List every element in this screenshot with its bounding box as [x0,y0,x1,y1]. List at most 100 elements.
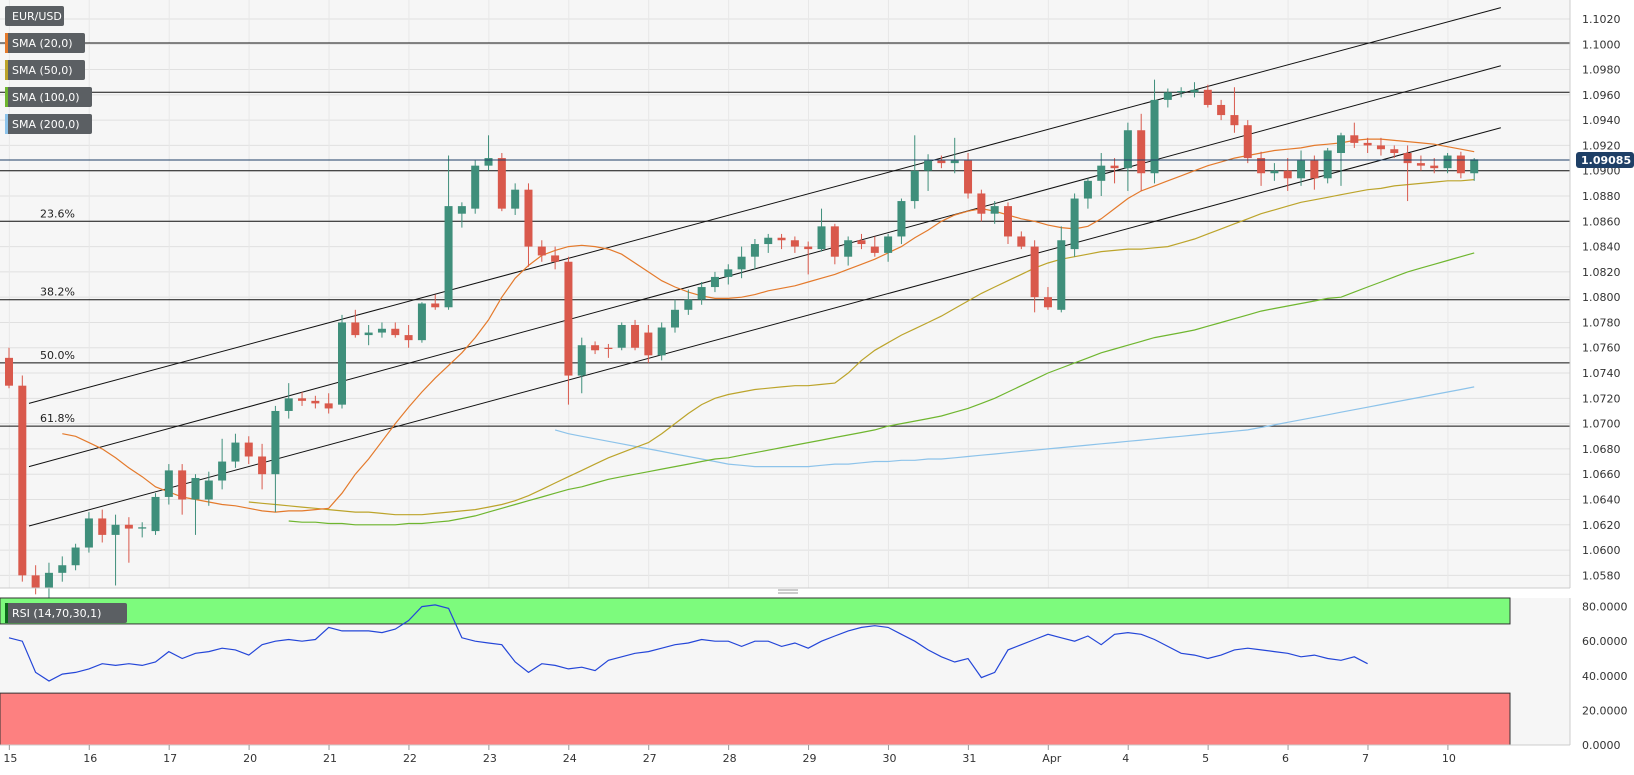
candle[interactable] [351,309,360,338]
candle[interactable] [564,256,573,405]
candle[interactable] [617,322,626,351]
candle[interactable] [644,324,653,363]
candle[interactable] [1430,158,1439,174]
candle[interactable] [231,433,240,468]
candle[interactable] [1297,150,1306,186]
candle[interactable] [84,512,93,553]
candle[interactable] [657,322,666,361]
candle[interactable] [5,347,13,389]
candle[interactable] [1363,137,1372,154]
candle[interactable] [111,514,120,586]
candle[interactable] [724,264,733,285]
candle[interactable] [31,565,40,595]
candle[interactable] [1163,88,1172,108]
candle[interactable] [457,202,466,228]
candle[interactable] [324,393,333,414]
candle[interactable] [71,543,80,571]
candle[interactable] [377,322,386,338]
candle[interactable] [284,383,293,419]
candle[interactable] [164,464,173,505]
candle[interactable] [1270,163,1279,181]
candle[interactable] [990,201,999,224]
candle[interactable] [471,160,480,214]
candle[interactable] [18,375,27,582]
candle[interactable] [551,246,560,270]
candle[interactable] [1403,145,1412,202]
candle[interactable] [937,155,946,169]
candle[interactable] [311,395,320,409]
candle[interactable] [631,319,640,351]
candle[interactable] [1416,155,1425,171]
candle[interactable] [764,233,773,253]
candle[interactable] [1030,240,1039,313]
candle[interactable] [577,337,586,394]
candle[interactable] [697,281,706,305]
candle[interactable] [524,183,533,267]
candle[interactable] [1137,113,1146,191]
candle[interactable] [857,233,866,250]
candle[interactable] [1230,87,1239,133]
candle[interactable] [804,241,813,275]
candle[interactable] [1043,287,1052,310]
candle[interactable] [1057,226,1066,313]
trend-channel-line[interactable] [28,7,1501,404]
candle[interactable] [817,208,826,252]
candle[interactable] [1177,87,1186,98]
candle[interactable] [151,493,160,535]
candle[interactable] [884,233,893,262]
candle[interactable] [750,238,759,270]
candle[interactable] [1350,122,1359,148]
rsi-legend-item[interactable]: RSI (14,70,30,1) [5,603,127,623]
candle[interactable] [830,223,839,265]
candle[interactable] [124,517,133,563]
candle[interactable] [1323,147,1332,184]
candle[interactable] [684,289,693,315]
candle[interactable] [790,236,799,253]
candle[interactable] [537,240,546,262]
candle[interactable] [191,474,200,535]
candle[interactable] [1257,151,1266,186]
candle[interactable] [258,443,267,490]
candle[interactable] [178,464,187,515]
candle[interactable] [737,246,746,279]
candle[interactable] [1203,84,1212,108]
candle[interactable] [138,522,147,538]
candle[interactable] [1070,193,1079,257]
candle[interactable] [977,189,986,222]
legend-item[interactable]: SMA (200,0) [5,114,92,134]
candle[interactable] [950,137,959,174]
candle[interactable] [1083,178,1092,209]
candle[interactable] [391,322,400,338]
candle[interactable] [897,198,906,245]
candle[interactable] [1150,79,1159,184]
candle[interactable] [1190,82,1199,98]
candle[interactable] [497,153,506,212]
candle[interactable] [710,271,719,293]
candle[interactable] [1310,155,1319,190]
candle[interactable] [298,392,307,406]
candle[interactable] [444,155,453,310]
candle[interactable] [98,509,107,543]
candle[interactable] [204,471,213,506]
legend-item[interactable]: SMA (100,0) [5,87,92,107]
candle[interactable] [1004,202,1012,245]
candle[interactable] [1110,158,1119,184]
legend-item[interactable]: EUR/USD [5,6,64,26]
trend-channel-line[interactable] [28,65,1501,468]
legend-item[interactable]: SMA (20,0) [5,33,85,53]
candle[interactable] [1337,132,1345,186]
candle[interactable] [1443,153,1452,174]
candle[interactable] [844,236,853,266]
candle[interactable] [364,324,373,346]
candle[interactable] [271,405,280,513]
candle[interactable] [58,556,67,582]
rsi-panel[interactable]: 80.0000 60.0000 40.0000 20.0000 0.0000 RSI (1… [0,597,1628,752]
candle[interactable] [431,294,440,310]
candle[interactable] [244,436,253,465]
candle[interactable] [44,562,53,601]
candle[interactable] [417,302,426,343]
candle[interactable] [870,236,879,257]
candle[interactable] [1243,120,1252,164]
legend-item[interactable]: SMA (50,0) [5,60,85,80]
